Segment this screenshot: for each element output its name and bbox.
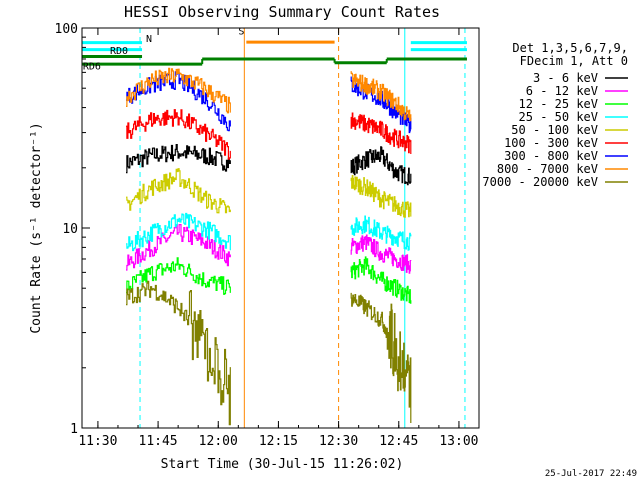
- label-rd0: RD0: [110, 46, 128, 57]
- x-tick-label-3: 12:15: [259, 434, 298, 449]
- series-25-50-kev: [126, 212, 412, 252]
- series-trace-8-0: [126, 280, 231, 426]
- legend-label-0: 3 - 6 keV: [533, 71, 598, 85]
- legend-label-5: 100 - 300 keV: [504, 136, 598, 150]
- series-trace-0-1: [350, 146, 412, 186]
- series-trace-5-1: [350, 112, 412, 154]
- legend-header-1: Det 1,3,5,6,7,9,: [512, 41, 628, 55]
- series-trace-1-0: [126, 224, 231, 271]
- x-tick-label-6: 13:00: [439, 434, 478, 449]
- legend-label-3: 25 - 50 keV: [519, 110, 598, 124]
- legend-label-1: 6 - 12 keV: [526, 84, 598, 98]
- plot-area: N S RD0 RD6: [81, 26, 467, 428]
- date-stamp: 25-Jul-2017 22:49: [545, 469, 637, 479]
- series-trace-0-0: [126, 144, 231, 174]
- series-12-25-kev: [126, 256, 412, 304]
- legend-label-8: 7000 - 20000 keV: [482, 175, 598, 189]
- x-axis: 11:30 11:45 12:00 12:15 12:30 12:45 13:00: [78, 28, 480, 449]
- series-50-100-kev: [126, 168, 412, 218]
- series-trace-8-1: [350, 292, 412, 423]
- series-trace-1-1: [350, 234, 412, 274]
- legend-label-2: 12 - 25 keV: [519, 97, 598, 111]
- y-tick-label-2: 100: [55, 22, 78, 37]
- series-trace-7-0: [126, 67, 231, 114]
- series-trace-5-0: [126, 109, 231, 160]
- x-tick-label-4: 12:30: [319, 434, 358, 449]
- y-tick-label-1: 10: [62, 222, 78, 237]
- series-trace-3-0: [126, 212, 231, 252]
- series-trace-7-1: [350, 71, 412, 122]
- series-trace-3-1: [350, 215, 412, 251]
- y-axis-label: Count Rate (s⁻¹ detector⁻¹): [29, 122, 44, 333]
- label-rd6: RD6: [83, 62, 101, 73]
- x-tick-label-0: 11:30: [78, 434, 117, 449]
- label-n: N: [146, 34, 152, 45]
- chart-title: HESSI Observing Summary Count Rates: [124, 3, 440, 21]
- series-trace-4-1: [350, 175, 412, 218]
- series-trace-2-1: [350, 256, 412, 304]
- legend-label-4: 50 - 100 keV: [511, 123, 598, 137]
- series-3-6-kev: [126, 144, 412, 186]
- legend-header-2: FDecim 1, Att 0: [520, 54, 628, 68]
- series-800-7000-kev: [126, 67, 412, 122]
- legend: Det 1,3,5,6,7,9, FDecim 1, Att 0 3 - 6 k…: [482, 41, 628, 189]
- label-s: S: [238, 26, 244, 37]
- y-tick-label-0: 1: [70, 422, 78, 437]
- series-trace-4-0: [126, 168, 231, 214]
- x-axis-label: Start Time (30-Jul-15 11:26:02): [161, 457, 404, 472]
- x-tick-label-2: 12:00: [199, 434, 238, 449]
- legend-label-6: 300 - 800 keV: [504, 149, 598, 163]
- series-100-300-kev: [126, 109, 412, 160]
- legend-label-7: 800 - 7000 keV: [497, 162, 598, 176]
- x-tick-label-1: 11:45: [139, 434, 178, 449]
- series-7000-20000-kev: [126, 280, 412, 426]
- series-trace-2-0: [126, 257, 231, 295]
- x-tick-label-5: 12:45: [379, 434, 418, 449]
- y-axis: 1 10 100: [55, 22, 90, 437]
- series-6-12-kev: [126, 224, 412, 274]
